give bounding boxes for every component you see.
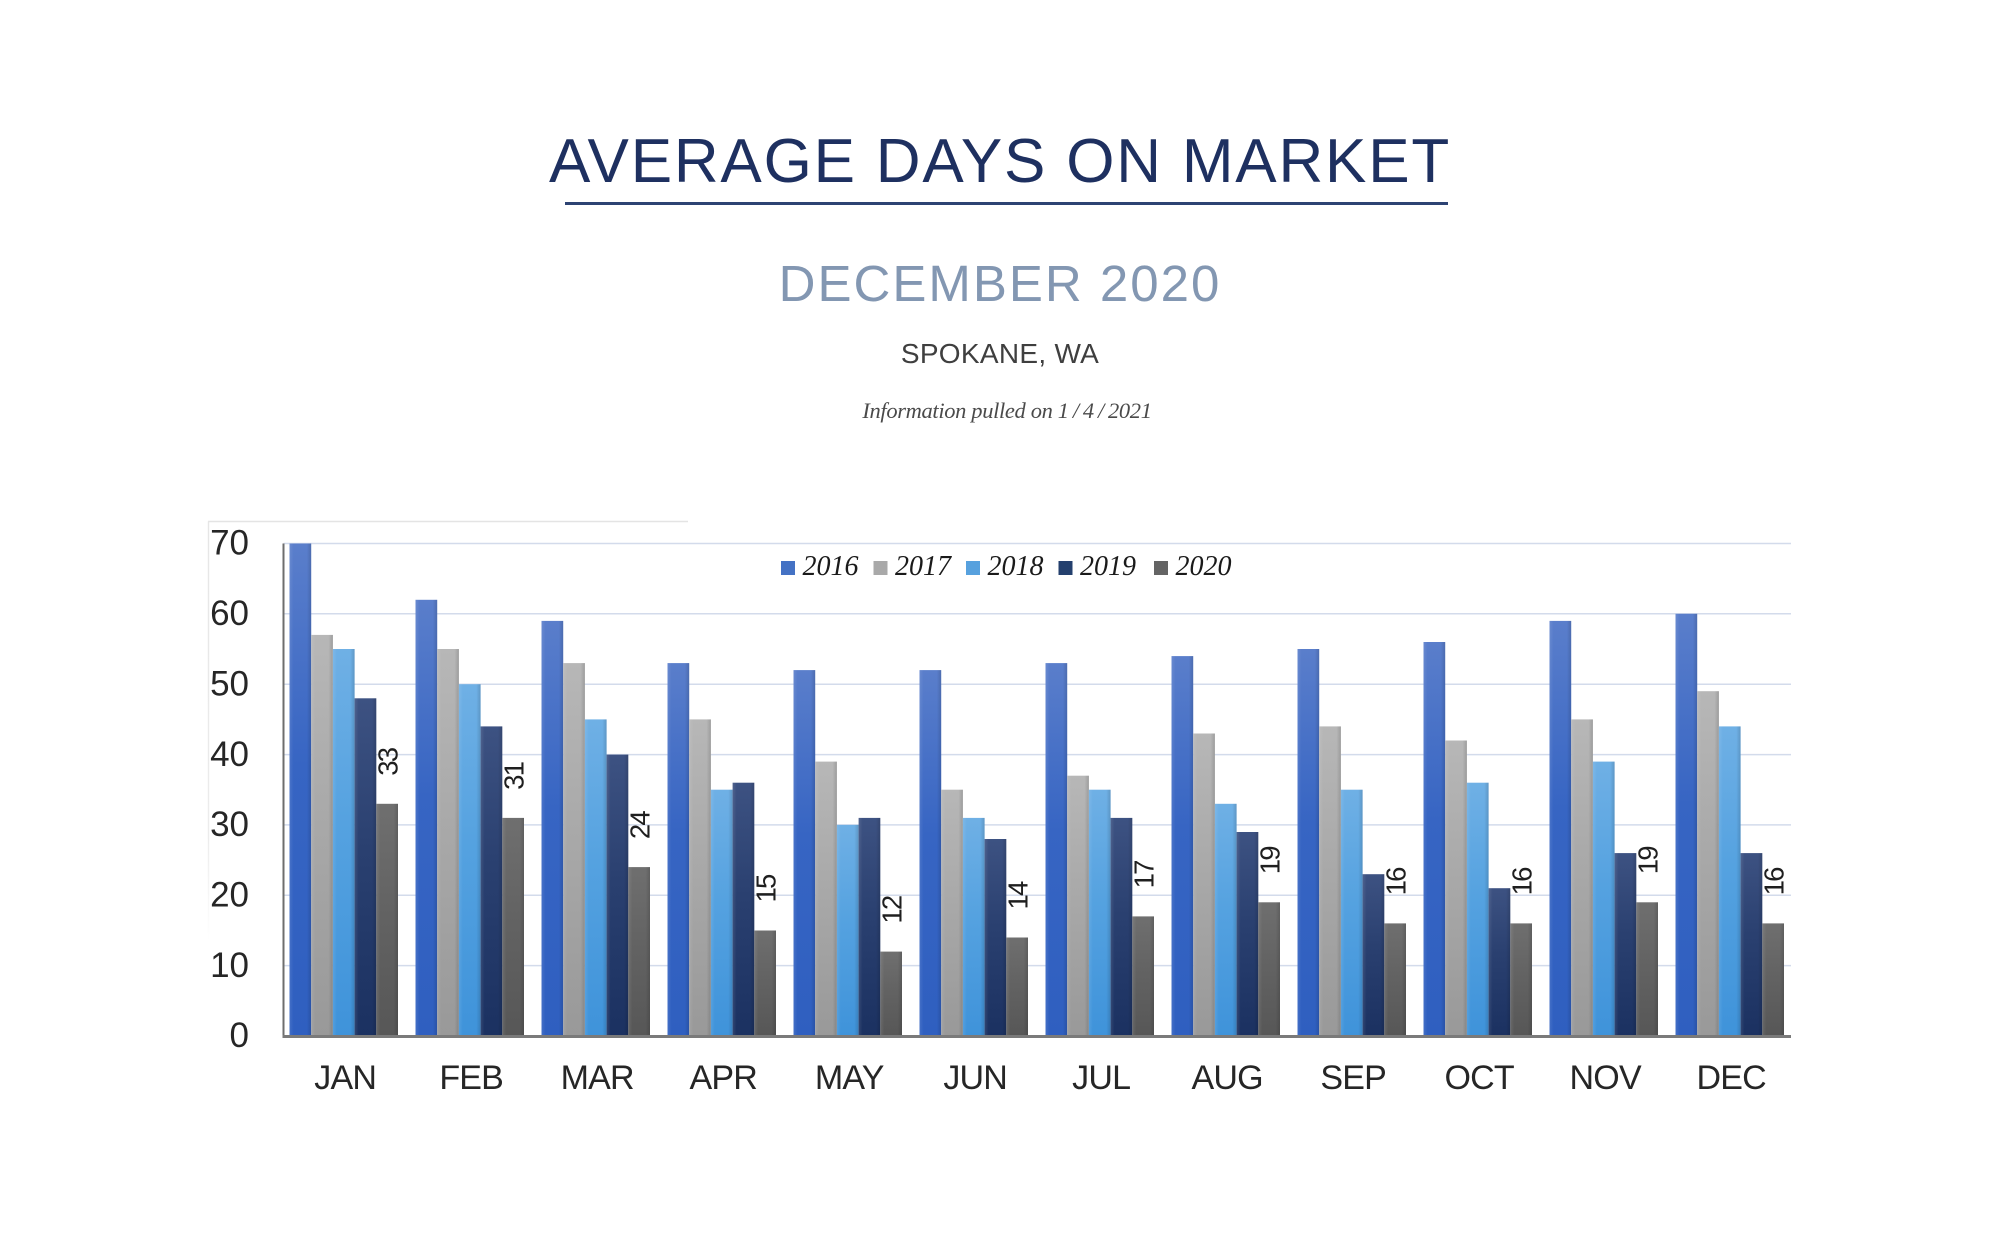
svg-text:60: 60 [210, 594, 249, 633]
svg-text:JUL: JUL [1072, 1059, 1130, 1097]
svg-text:2018: 2018 [988, 551, 1044, 582]
svg-text:33: 33 [373, 747, 404, 775]
svg-text:14: 14 [1003, 881, 1034, 909]
svg-text:20: 20 [210, 876, 249, 915]
svg-text:19: 19 [1633, 847, 1664, 874]
svg-text:2016: 2016 [803, 551, 859, 582]
svg-text:2020: 2020 [1176, 551, 1232, 582]
svg-text:30: 30 [210, 805, 249, 844]
svg-text:31: 31 [499, 762, 530, 789]
svg-text:17: 17 [1129, 861, 1160, 888]
svg-text:0: 0 [230, 1016, 249, 1055]
svg-text:10: 10 [210, 946, 249, 985]
svg-text:MAR: MAR [561, 1059, 634, 1097]
svg-text:MAY: MAY [815, 1059, 884, 1097]
svg-text:OCT: OCT [1445, 1059, 1514, 1097]
svg-text:DEC: DEC [1697, 1059, 1767, 1097]
svg-text:AUG: AUG [1192, 1059, 1263, 1097]
svg-text:2017: 2017 [895, 551, 952, 582]
svg-text:FEB: FEB [439, 1059, 503, 1097]
svg-text:16: 16 [1507, 867, 1538, 895]
svg-text:15: 15 [751, 874, 782, 902]
svg-text:50: 50 [210, 664, 249, 703]
svg-text:2019: 2019 [1080, 551, 1136, 582]
svg-text:24: 24 [625, 811, 656, 839]
svg-text:16: 16 [1759, 867, 1790, 895]
svg-text:19: 19 [1255, 847, 1286, 874]
svg-text:40: 40 [210, 735, 249, 774]
svg-text:16: 16 [1381, 867, 1412, 895]
svg-text:JAN: JAN [314, 1059, 376, 1097]
svg-text:12: 12 [877, 896, 908, 923]
svg-text:APR: APR [689, 1059, 757, 1097]
svg-text:SEP: SEP [1320, 1059, 1386, 1097]
svg-text:NOV: NOV [1570, 1059, 1642, 1097]
svg-text:JUN: JUN [943, 1059, 1007, 1097]
svg-text:70: 70 [210, 524, 249, 563]
